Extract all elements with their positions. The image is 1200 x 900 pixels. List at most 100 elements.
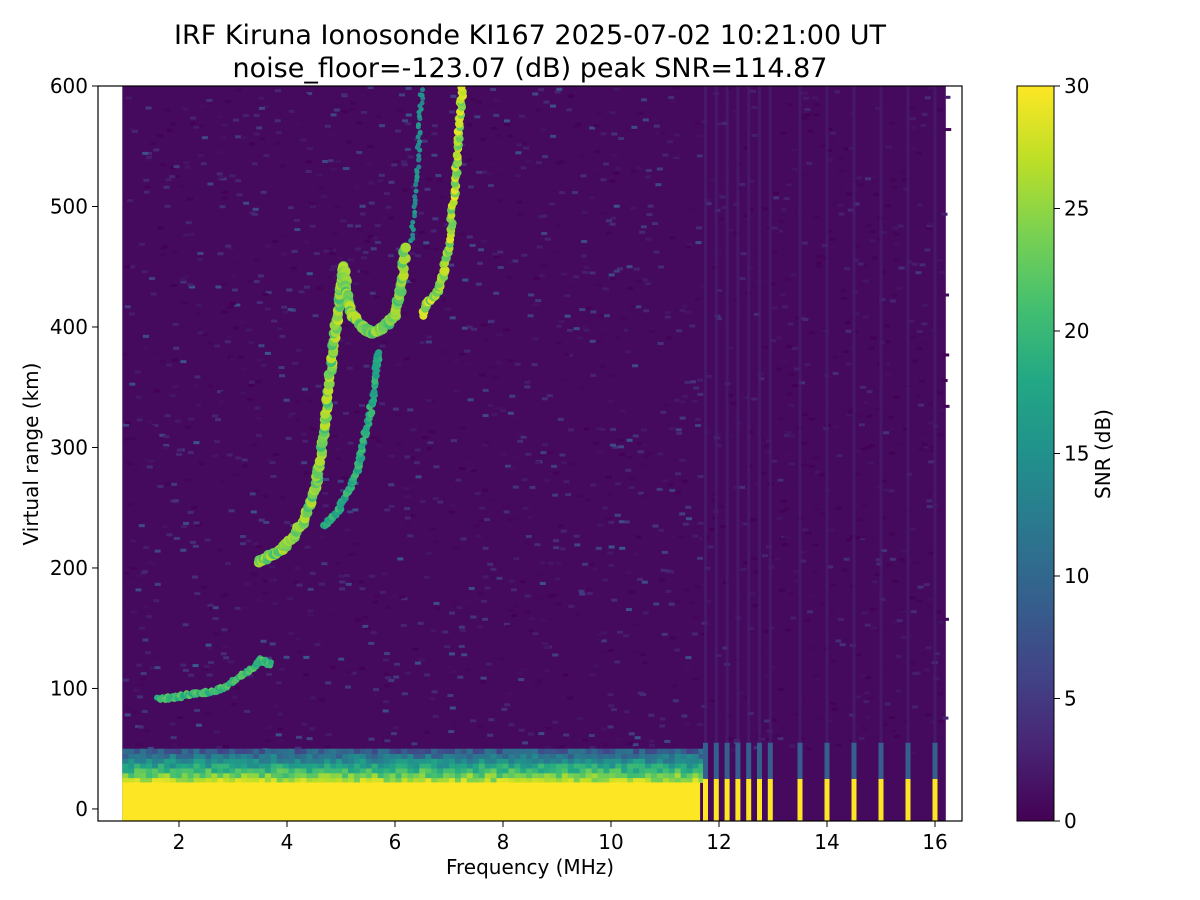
noise-cell	[458, 625, 465, 629]
clutter-cell	[181, 763, 189, 769]
noise-cell	[481, 323, 488, 327]
noise-cell	[626, 438, 633, 442]
noise-cell	[407, 155, 414, 159]
noise-cell	[253, 280, 260, 284]
noise-cell	[396, 443, 403, 447]
noise-cell	[645, 282, 652, 286]
clutter-cell	[454, 748, 462, 755]
noise-cell	[732, 688, 739, 692]
clutter-cell	[466, 748, 474, 755]
noise-cell	[929, 680, 936, 684]
noise-cell	[123, 678, 130, 682]
clutter-cell	[294, 753, 301, 759]
noise-cell	[206, 98, 213, 102]
clutter-cell	[205, 763, 212, 769]
noise-cell	[809, 331, 816, 335]
noise-cell	[875, 558, 882, 562]
noise-cell	[581, 211, 588, 215]
clutter-cell	[615, 767, 622, 774]
noise-cell	[363, 239, 370, 243]
noise-cell	[832, 371, 839, 375]
clutter-cell	[330, 748, 337, 755]
noise-cell	[552, 720, 559, 724]
noise-cell	[240, 391, 247, 395]
noise-cell	[197, 124, 204, 128]
clutter-cell	[211, 758, 218, 764]
noise-cell	[686, 242, 693, 246]
clutter-cell	[561, 748, 569, 755]
noise-cell	[854, 536, 861, 540]
clutter-cell	[163, 777, 171, 783]
trace-point	[417, 129, 423, 135]
clutter-cell	[383, 772, 391, 779]
noise-cell	[255, 380, 262, 384]
noise-cell	[482, 488, 489, 492]
clutter-cell	[407, 763, 414, 769]
noise-cell	[134, 370, 141, 374]
noise-cell	[862, 279, 869, 283]
noise-cell	[404, 495, 411, 499]
noise-cell	[922, 342, 929, 346]
noise-cell	[662, 403, 669, 407]
noise-cell	[837, 617, 844, 621]
clutter-cell	[603, 763, 610, 769]
noise-cell	[259, 137, 266, 141]
clutter-cell	[621, 772, 628, 779]
noise-cell	[425, 399, 432, 403]
noise-cell	[539, 453, 546, 457]
noise-cell	[373, 295, 380, 299]
clutter-cell	[175, 753, 183, 759]
clutter-cell	[288, 753, 296, 759]
noise-cell	[163, 185, 170, 189]
y-tick-label: 300	[50, 435, 88, 459]
noise-cell	[862, 124, 869, 128]
clutter-cell	[336, 772, 343, 779]
noise-cell	[791, 712, 798, 716]
clutter-cell	[425, 763, 432, 769]
noise-cell	[854, 245, 861, 249]
noise-cell	[479, 506, 486, 510]
noise-cell	[830, 131, 837, 135]
noise-cell	[596, 637, 603, 641]
noise-cell	[267, 435, 274, 439]
noise-cell	[544, 478, 551, 482]
noise-cell	[293, 218, 300, 222]
clutter-cell	[229, 777, 236, 783]
noise-cell	[930, 328, 937, 332]
clutter-cell	[288, 777, 296, 783]
noise-cell	[503, 622, 510, 626]
noise-cell	[692, 187, 699, 191]
noise-cell	[263, 105, 270, 109]
noise-cell	[464, 361, 471, 365]
noise-cell	[214, 344, 221, 348]
clutter-cell	[597, 767, 604, 774]
noise-cell	[220, 148, 227, 152]
noise-cell	[136, 663, 143, 667]
clutter-cell	[211, 748, 218, 755]
noise-cell	[884, 374, 891, 378]
noise-cell	[391, 291, 398, 295]
noise-cell	[141, 270, 148, 274]
noise-cell	[490, 498, 497, 502]
clutter-cell	[413, 772, 420, 779]
noise-cell	[229, 357, 236, 361]
noise-cell	[360, 110, 367, 114]
noise-cell	[642, 118, 649, 122]
noise-cell	[447, 734, 454, 738]
noise-cell	[228, 660, 235, 664]
noise-cell	[206, 673, 213, 677]
noise-cell	[380, 215, 387, 219]
noise-cell	[215, 418, 222, 422]
clutter-cell	[443, 767, 450, 774]
noise-cell	[303, 285, 310, 289]
noise-cell	[153, 599, 160, 603]
clutter-cell	[496, 748, 503, 755]
clutter-cell	[163, 772, 171, 779]
noise-cell	[374, 240, 381, 244]
noise-cell	[727, 228, 734, 232]
noise-cell	[568, 604, 575, 608]
clutter-cell	[425, 772, 432, 779]
noise-cell	[268, 565, 275, 569]
clutter-cell	[674, 777, 682, 783]
noise-cell	[270, 474, 277, 478]
